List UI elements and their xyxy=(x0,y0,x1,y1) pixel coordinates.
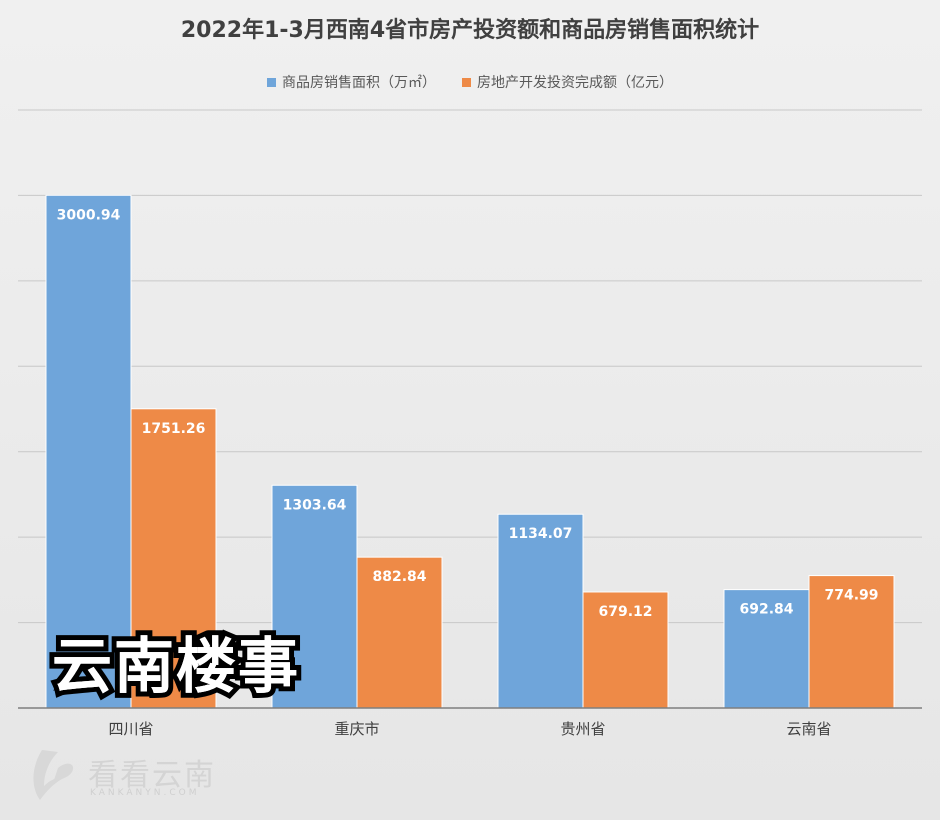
data-label: 679.12 xyxy=(598,604,652,620)
chart-legend: 商品房销售面积（万㎡） 房地产开发投资完成额（亿元） xyxy=(0,72,940,92)
watermark-text: 看看云南 xyxy=(88,758,216,793)
legend-label-series-2: 房地产开发投资完成额（亿元） xyxy=(477,75,673,91)
data-label: 1303.64 xyxy=(283,497,347,513)
data-label: 1751.26 xyxy=(142,421,206,437)
legend-item-series-2: 房地产开发投资完成额（亿元） xyxy=(462,72,673,92)
bar-investment-4 xyxy=(808,575,895,709)
bar-sales-area-4 xyxy=(723,589,810,709)
chart-title: 2022年1-3月西南4省市房产投资额和商品房销售面积统计 xyxy=(180,18,760,43)
legend-item-series-1: 商品房销售面积（万㎡） xyxy=(267,72,436,92)
legend-label-series-1: 商品房销售面积（万㎡） xyxy=(282,75,436,91)
overlay-caption: 云南楼事 xyxy=(52,632,300,702)
x-tick-label: 重庆市 xyxy=(334,720,379,738)
x-tick-label: 云南省 xyxy=(786,720,831,738)
bar-investment-3 xyxy=(582,591,669,709)
data-label: 774.99 xyxy=(824,588,878,604)
bar-sales-area-3 xyxy=(497,513,584,709)
legend-swatch-series-2 xyxy=(462,77,471,87)
x-tick-label: 贵州省 xyxy=(560,720,605,738)
watermark-subtext: KANKANYN.COM xyxy=(90,788,200,798)
data-label: 882.84 xyxy=(372,569,426,585)
bar-sales-area-2 xyxy=(271,484,358,709)
data-label: 692.84 xyxy=(739,602,793,618)
overlay-caption-outline: 云南楼事 xyxy=(47,627,303,707)
bar-investment-1 xyxy=(130,408,217,709)
data-label: 1134.07 xyxy=(509,526,573,542)
x-tick-label: 四川省 xyxy=(108,720,153,738)
legend-swatch-series-1 xyxy=(267,77,276,87)
watermark: 看看云南 KANKANYN.COM xyxy=(28,742,228,812)
data-label: 3000.94 xyxy=(57,207,121,223)
watermark-logo-icon xyxy=(33,750,74,800)
